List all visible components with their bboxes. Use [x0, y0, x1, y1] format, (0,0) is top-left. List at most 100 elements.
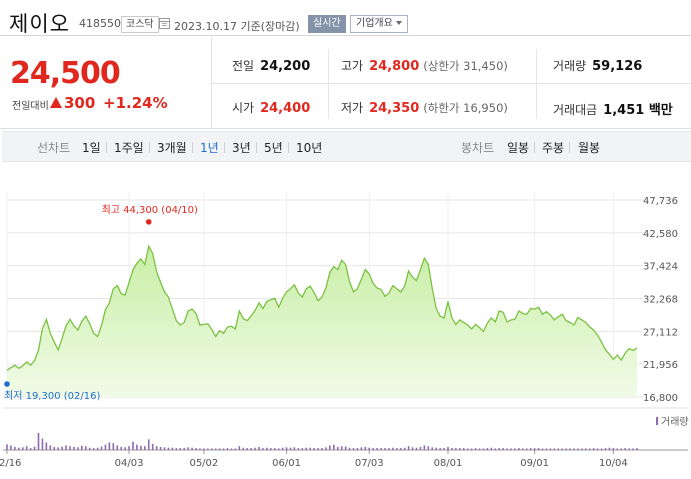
- volume-bar: [120, 446, 122, 450]
- volume-bar: [147, 439, 150, 450]
- volume-bar: [289, 447, 292, 450]
- volume-bar: [203, 448, 205, 450]
- volume-bar: [596, 448, 599, 450]
- volume-bar: [128, 446, 130, 450]
- stats-column-divider: [536, 49, 537, 119]
- stat-value: 24,350: [369, 101, 420, 116]
- stats-column-divider: [328, 49, 329, 119]
- volume-bar: [10, 445, 12, 450]
- market-badge: 코스닥: [121, 16, 159, 33]
- realtime-button[interactable]: 실시간: [308, 15, 346, 33]
- volume-bar: [155, 446, 158, 450]
- volume-bar: [53, 446, 56, 450]
- price-chart[interactable]: 최고 44,300 (04/10) 최저 19,300 (02/16) 47,73…: [0, 163, 691, 479]
- diff-value: 300: [64, 94, 96, 112]
- volume-bar: [210, 448, 213, 450]
- volume-bar: [372, 448, 374, 450]
- volume-bar: [396, 448, 398, 450]
- volume-bar: [624, 448, 626, 450]
- volume-bar: [144, 446, 146, 450]
- volume-bar: [581, 448, 583, 450]
- stat-value: 1,451 백만: [603, 103, 673, 118]
- volume-bar: [498, 448, 500, 450]
- volume-bar: [447, 446, 449, 450]
- volume-bar: [207, 448, 209, 450]
- volume-bar: [293, 447, 296, 450]
- volume-bar: [266, 447, 268, 450]
- volume-bar: [376, 448, 378, 450]
- stats-row-divider: [212, 83, 691, 84]
- volume-bar: [273, 448, 276, 450]
- tab-1day[interactable]: 1일: [82, 141, 101, 155]
- price-chart-svg: 최고 44,300 (04/10) 최저 19,300 (02/16) 47,73…: [0, 192, 689, 469]
- stat-value: 24,200: [260, 59, 311, 74]
- volume-bar: [380, 448, 382, 450]
- volume-bar: [100, 446, 103, 450]
- volume-bar: [612, 448, 615, 450]
- stat-volume: 거래량 59,126: [553, 57, 642, 74]
- stat-value: 24,400: [260, 101, 311, 116]
- tab-1year[interactable]: 1년: [200, 141, 219, 155]
- volume-bar: [179, 448, 182, 450]
- volume-bar: [37, 432, 40, 450]
- stat-low: 저가 24,350 (하한가 16,950): [341, 99, 508, 116]
- tab-divider: [569, 142, 570, 153]
- company-overview-label: 기업개요: [356, 18, 393, 29]
- volume-bar: [226, 448, 229, 450]
- volume-bar: [592, 448, 595, 450]
- date-text: 2023.10.17 기준(장마감): [174, 20, 300, 33]
- volume-bar: [466, 448, 469, 450]
- volume-bar: [124, 447, 126, 450]
- volume-bar: [262, 448, 264, 450]
- tab-weekly-candle[interactable]: 주봉: [542, 141, 565, 155]
- volume-bar: [92, 448, 95, 450]
- volume-bar: [270, 448, 272, 450]
- tab-5year[interactable]: 5년: [264, 141, 283, 155]
- volume-bar: [443, 448, 445, 450]
- volume-bar: [33, 446, 36, 450]
- volume-bar: [187, 447, 189, 450]
- volume-bar: [234, 448, 237, 450]
- price-area: [7, 246, 637, 397]
- tab-monthly-candle[interactable]: 월봉: [578, 141, 601, 155]
- volume-bar: [459, 448, 461, 450]
- y-tick-label: 47,736: [643, 196, 678, 207]
- stat-value: 24,800: [369, 59, 420, 74]
- volume-bar: [305, 447, 308, 450]
- x-tick-label: 06/01: [272, 458, 301, 469]
- volume-bar: [73, 446, 75, 450]
- stat-value: 59,126: [592, 59, 643, 74]
- volume-bar: [309, 447, 311, 450]
- volume-bar: [61, 446, 63, 450]
- tab-3year[interactable]: 3년: [232, 141, 251, 155]
- volume-bar: [301, 448, 304, 450]
- volume-bar: [600, 448, 603, 450]
- tab-divider: [106, 142, 107, 153]
- x-tick-label: 04/03: [115, 458, 144, 469]
- up-arrow-icon: [50, 97, 62, 108]
- x-tick-label: 08/01: [434, 458, 463, 469]
- tab-daily-candle[interactable]: 일봉: [507, 141, 530, 155]
- tab-10year[interactable]: 10년: [296, 141, 323, 155]
- volume-bar: [608, 447, 611, 450]
- volume-bar: [565, 448, 567, 450]
- tab-1week[interactable]: 1주일: [114, 141, 144, 155]
- volume-bar: [549, 448, 552, 450]
- volume-bar: [313, 448, 315, 450]
- tab-3month[interactable]: 3개월: [157, 141, 187, 155]
- volume-bar: [557, 448, 560, 450]
- y-tick-label: 16,800: [643, 393, 678, 404]
- x-tick-label: 09/01: [520, 458, 549, 469]
- volume-bar: [506, 448, 508, 450]
- volume-bar: [510, 448, 512, 450]
- company-overview-button[interactable]: 기업개요: [350, 15, 408, 33]
- volume-bar: [77, 447, 79, 450]
- price-summary: 24,500 전일대비 300 +1.24% 전일 24,200 고가 24,800…: [0, 37, 691, 129]
- tab-divider: [288, 142, 289, 153]
- volume-bar: [18, 447, 20, 450]
- volume-bar: [474, 448, 477, 450]
- volume-bar: [136, 444, 138, 450]
- volume-bar: [533, 448, 536, 450]
- volume-bar: [478, 448, 481, 450]
- x-tick-label: 02/16: [0, 458, 21, 469]
